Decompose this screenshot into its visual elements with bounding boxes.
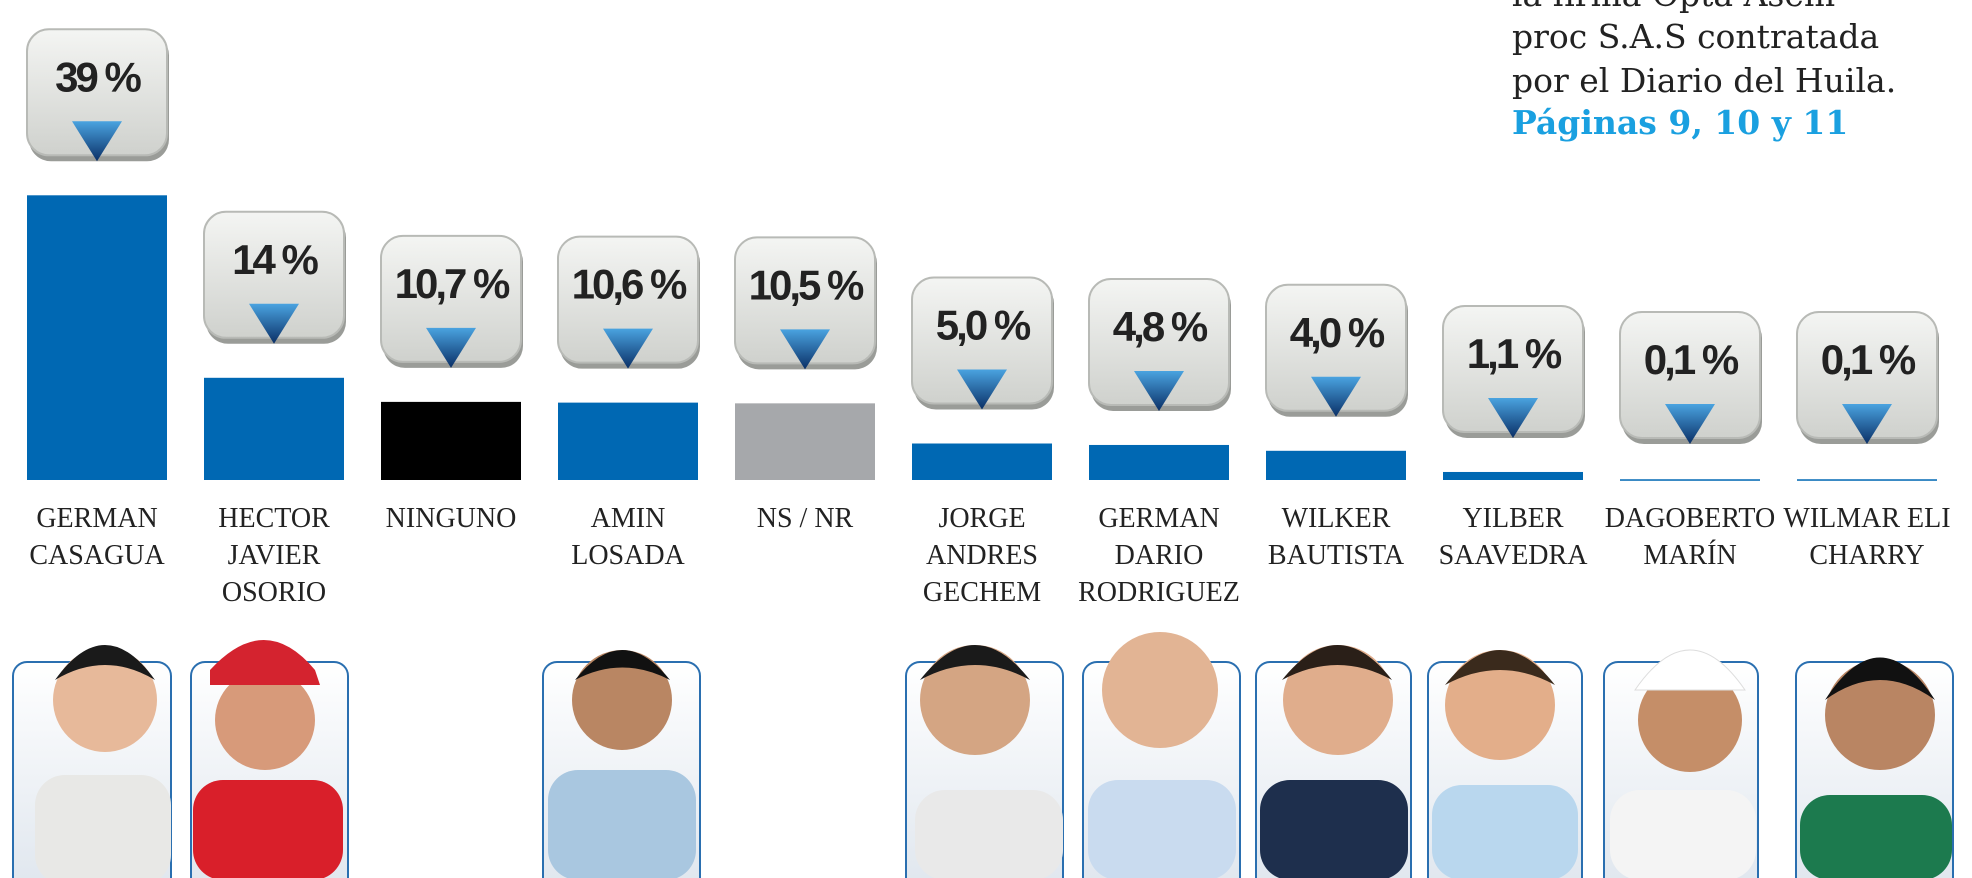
bar: [1443, 471, 1583, 480]
value-label: 0,1 %: [1644, 336, 1739, 383]
bar: [1620, 479, 1760, 481]
value-callout: 4,0 %: [1265, 283, 1408, 417]
value-label: 4,8 %: [1113, 303, 1208, 350]
value-callout: 10,6 %: [557, 235, 700, 369]
value-callout: 39 %: [26, 28, 169, 162]
x-tick-label: JORGE: [938, 503, 1025, 534]
bar: [912, 443, 1052, 480]
bar: [1266, 450, 1406, 480]
x-tick-label: GERMAN: [36, 503, 157, 534]
value-callout: 10,5 %: [734, 236, 877, 370]
callout-pointer: [426, 327, 476, 368]
x-tick-label: WILKER: [1282, 503, 1391, 534]
value-callout: 4,8 %: [1088, 277, 1231, 411]
callout-pointer: [780, 329, 830, 370]
value-callout: 10,7 %: [380, 234, 523, 368]
photos: [12, 632, 1954, 878]
callout-pointer: [1842, 404, 1892, 444]
photo: [542, 650, 701, 878]
value-label: 14 %: [232, 236, 318, 283]
x-tick-label: DAGOBERTO: [1605, 503, 1775, 534]
x-tick-label: GECHEM: [923, 577, 1041, 608]
x-tick-label: SAAVEDRA: [1439, 540, 1589, 571]
bar: [735, 403, 875, 480]
x-tick-label: CHARRY: [1809, 540, 1924, 571]
value-callout: 14 %: [203, 210, 346, 344]
value-label: 5,0 %: [936, 302, 1031, 349]
value-label: 10,5 %: [749, 261, 864, 308]
value-label: 4,0 %: [1290, 309, 1385, 356]
x-tick-label: LOSADA: [571, 540, 685, 571]
annotation: la firma Opta Asem-: [1512, 0, 1846, 14]
annotation: proc S.A.S contratada: [1512, 17, 1879, 56]
photo: [1255, 645, 1412, 878]
value-callout: 5,0 %: [911, 276, 1054, 410]
photo: [1603, 649, 1759, 878]
callout-pointer: [957, 369, 1007, 410]
x-tick-label: MARÍN: [1643, 540, 1736, 571]
bar: [1797, 479, 1937, 481]
photo: [190, 640, 349, 878]
x-tick-label: ANDRES: [926, 540, 1038, 571]
x-tick-label: YILBER: [1462, 503, 1563, 534]
bar: [27, 195, 167, 481]
x-tick-label: RODRIGUEZ: [1078, 577, 1240, 608]
x-tick-label: GERMAN: [1098, 503, 1219, 534]
value-label: 10,7 %: [395, 260, 510, 307]
x-tick-label: WILMAR ELI: [1783, 503, 1950, 534]
photo: [1082, 632, 1241, 878]
value-callout: 0,1 %: [1796, 311, 1939, 444]
annotation: por el Diario del Huila.: [1512, 61, 1896, 100]
annotation-link: Páginas 9, 10 y 11: [1512, 103, 1848, 142]
x-tick-label: CASAGUA: [29, 540, 165, 571]
callout-pointer: [1665, 404, 1715, 444]
x-tick-label: BAUTISTA: [1268, 540, 1405, 571]
photo: [1427, 650, 1583, 878]
x-tick-label: DARIO: [1115, 540, 1204, 571]
bar: [558, 402, 698, 480]
x-tick-label: HECTOR: [218, 503, 330, 534]
value-label: 0,1 %: [1821, 336, 1916, 383]
bar: [204, 377, 344, 480]
callout-pointer: [1488, 397, 1538, 438]
x-tick-label: OSORIO: [222, 577, 326, 608]
bar: [1089, 444, 1229, 480]
value-label: 39 %: [55, 53, 141, 100]
bar: [381, 401, 521, 480]
photo: [12, 645, 172, 878]
x-tick-label: NS / NR: [757, 503, 854, 534]
callout-pointer: [249, 303, 299, 344]
photo: [1795, 657, 1954, 878]
callout-pointer: [1134, 370, 1184, 411]
x-tick-label: JAVIER: [228, 540, 321, 571]
value-label: 1,1 %: [1467, 330, 1562, 377]
value-callout: 0,1 %: [1619, 311, 1762, 444]
callout-pointer: [603, 328, 653, 369]
callout-pointer: [1311, 376, 1361, 417]
x-tick-label: AMIN: [591, 503, 666, 534]
value-label: 10,6 %: [572, 261, 687, 308]
photo: [905, 645, 1064, 878]
value-callout: 1,1 %: [1442, 304, 1585, 438]
x-tick-label: NINGUNO: [386, 503, 517, 534]
callout-pointer: [72, 121, 122, 162]
